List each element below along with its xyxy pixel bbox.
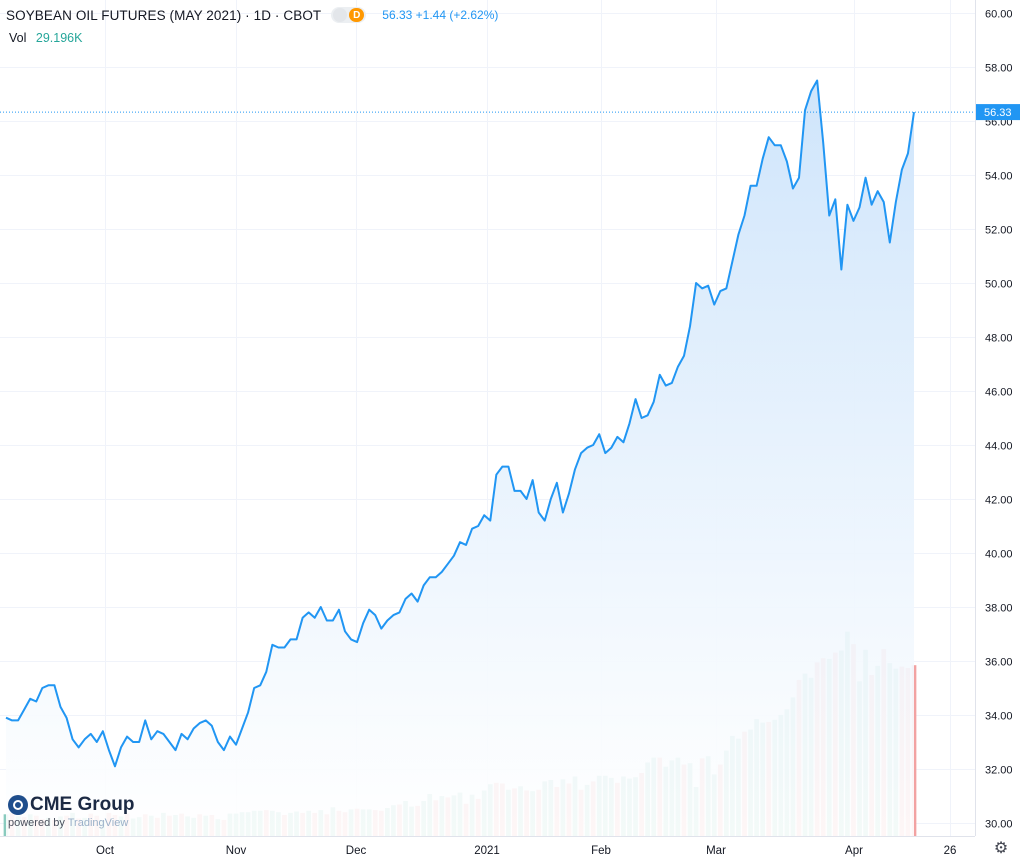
y-tick-label: 40.00 — [985, 549, 1013, 561]
interval-badge-label: D — [349, 8, 365, 22]
volume-legend: Vol 29.196K — [9, 31, 82, 45]
y-tick-label: 46.00 — [985, 387, 1013, 399]
last-price-label: 56.33 — [976, 104, 1020, 121]
x-tick-label: Apr — [845, 845, 863, 857]
x-tick-label: 26 — [944, 845, 957, 857]
last-quote: 56.33 +1.44 (+2.62%) — [382, 8, 499, 22]
x-tick-label: Feb — [591, 845, 611, 857]
chart-legend-header: SOYBEAN OIL FUTURES (MAY 2021) · 1D · CB… — [6, 6, 498, 24]
y-tick-label: 30.00 — [985, 819, 1013, 831]
price-area — [6, 80, 914, 836]
logo-text: CME Group — [30, 794, 135, 815]
cme-group-logo[interactable]: CME Group powered by TradingView — [8, 794, 135, 829]
volume-legend-value: 29.196K — [35, 31, 83, 45]
powered-by-label: powered by — [8, 817, 68, 829]
y-tick-label: 54.00 — [985, 171, 1013, 183]
volume-legend-label[interactable]: Vol — [9, 31, 27, 45]
tradingview-link[interactable]: TradingView — [67, 817, 129, 829]
y-tick-label: 38.00 — [985, 603, 1013, 615]
y-tick-label: 34.00 — [985, 711, 1013, 723]
time-axis[interactable]: Oct Nov Dec 2021 Feb Mar Apr 26 — [96, 845, 956, 857]
x-tick-label: 2021 — [474, 845, 500, 857]
price-line — [5, 79, 915, 768]
x-tick-label: Oct — [96, 845, 115, 857]
status-dot-icon — [333, 8, 348, 22]
x-tick-label: Mar — [706, 845, 726, 857]
interval-badge[interactable]: D — [331, 7, 367, 23]
last-price-value: 56.33 — [984, 107, 1012, 119]
price-axis[interactable]: 30.00 32.00 34.00 36.00 38.00 40.00 42.00 44.00… — [985, 9, 1013, 831]
y-tick-label: 42.00 — [985, 495, 1013, 507]
y-tick-label: 48.00 — [985, 333, 1013, 345]
gear-icon[interactable]: ⚙ — [993, 840, 1009, 857]
symbol-title[interactable]: SOYBEAN OIL FUTURES (MAY 2021) · 1D · CB… — [6, 7, 322, 23]
y-tick-label: 58.00 — [985, 63, 1013, 75]
x-tick-label: Nov — [226, 845, 247, 857]
cme-globe-icon — [8, 795, 28, 815]
y-tick-label: 52.00 — [985, 225, 1013, 237]
y-tick-label: 50.00 — [985, 279, 1013, 291]
y-tick-label: 36.00 — [985, 657, 1013, 669]
x-tick-label: Dec — [346, 845, 367, 857]
y-tick-label: 44.00 — [985, 441, 1013, 453]
y-tick-label: 32.00 — [985, 765, 1013, 777]
powered-by: powered by TradingView — [8, 817, 135, 829]
last-price-badge-bg — [976, 104, 1020, 121]
y-tick-label: 60.00 — [985, 9, 1013, 21]
